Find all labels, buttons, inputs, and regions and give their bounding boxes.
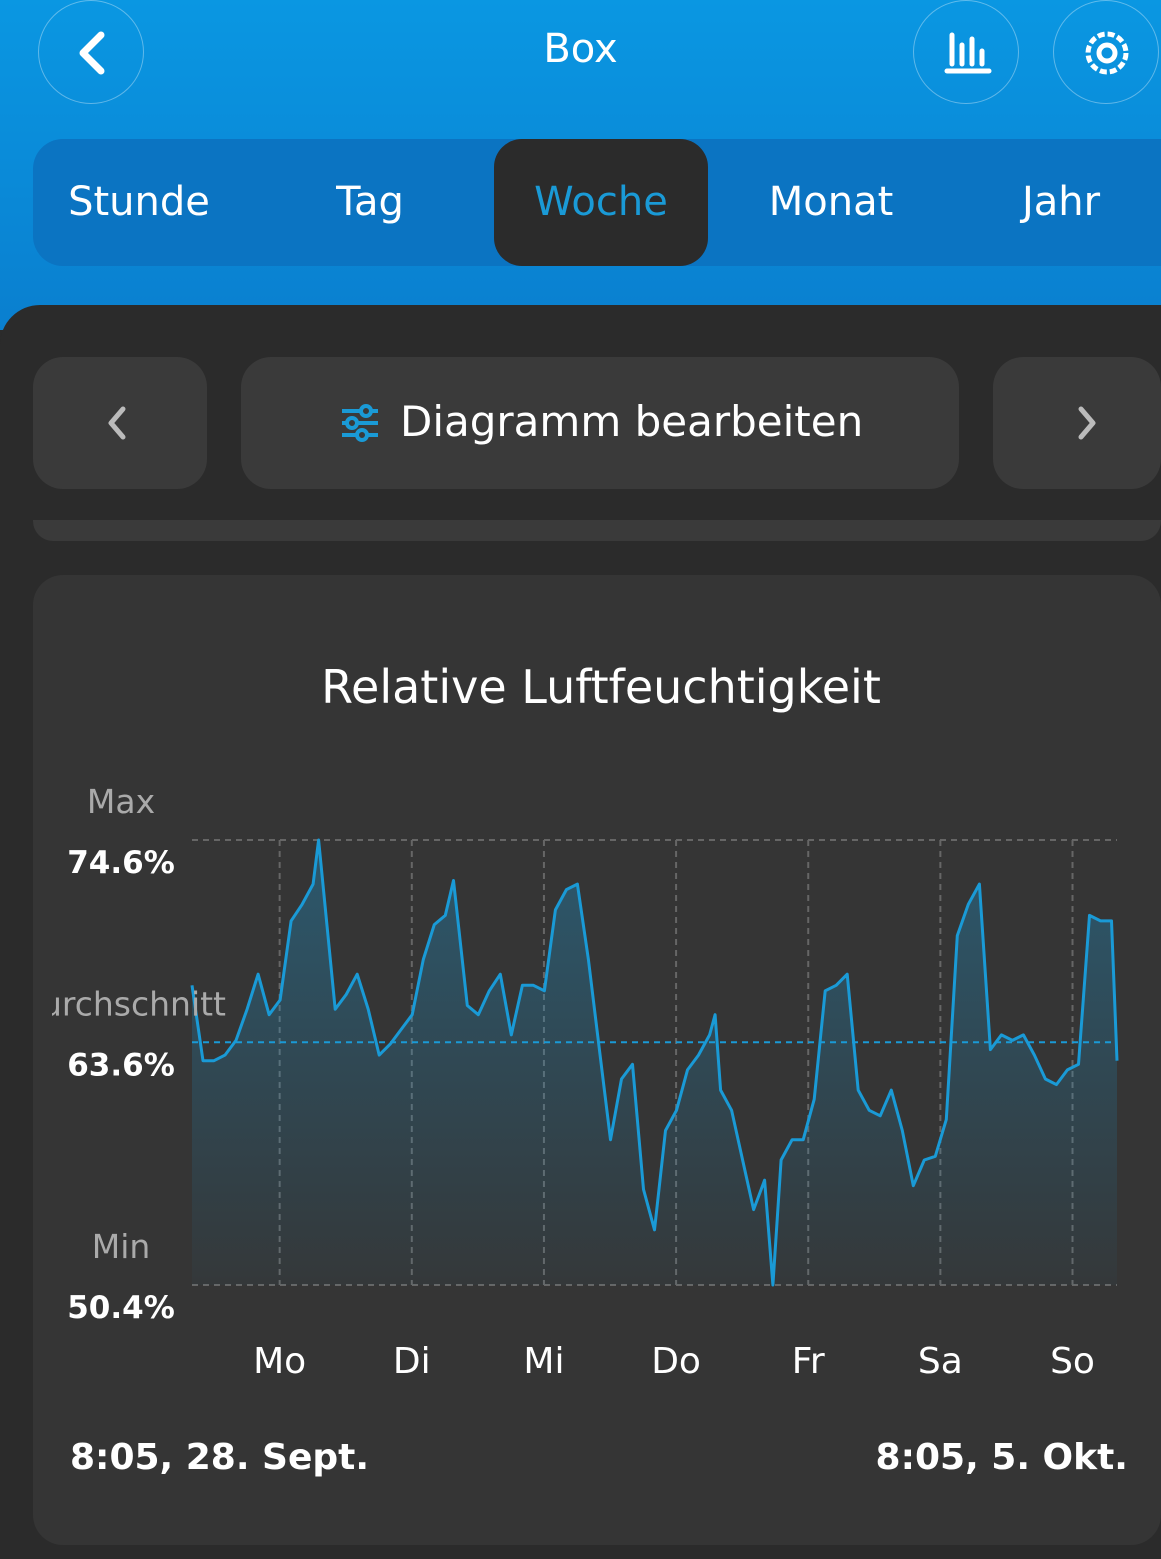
next-icon [1078, 406, 1096, 440]
next-button[interactable] [993, 357, 1161, 489]
y-tick-name: Min [92, 1227, 151, 1266]
y-tick-label: 74.6% [67, 845, 175, 881]
x-tick-label: Fr [792, 1341, 825, 1382]
period-tab[interactable]: Woche [494, 139, 708, 266]
chart-title: Relative Luftfeuchtigkeit [321, 660, 881, 714]
x-tick-label: Sa [918, 1341, 963, 1382]
settings-button[interactable] [1053, 0, 1159, 104]
period-tab[interactable]: Stunde [68, 179, 210, 225]
y-tick-label: 50.4% [67, 1290, 175, 1326]
edit-chart-button[interactable] [241, 357, 959, 489]
y-tick-name: Max [87, 782, 155, 821]
x-tick-label: Do [651, 1341, 701, 1382]
stats-icon [944, 32, 992, 74]
settings-icon [1085, 31, 1129, 75]
line [190, 838, 1119, 1287]
prev-button[interactable] [33, 357, 207, 489]
stats-button[interactable] [913, 0, 1019, 104]
y-labels: Max 74.6% Durchschnitt 63.6% Min 50.4% [16, 782, 227, 1326]
x-tick-label: So [1050, 1341, 1095, 1382]
x-tick-label: Mo [253, 1341, 306, 1382]
x-tick-label: Mi [523, 1341, 564, 1382]
prev-icon [108, 406, 126, 440]
back-button[interactable] [38, 0, 144, 104]
y-tick-name: Durchschnitt [16, 984, 227, 1023]
period-tab[interactable]: Monat [768, 179, 894, 225]
period-tab[interactable]: Jahr [1021, 179, 1101, 225]
header: Box Stunde Tag Woche Monat Jahr [0, 0, 1161, 330]
end-time: 8:05, 5. Okt. [876, 1437, 1128, 1478]
screen-title: Box [543, 26, 618, 72]
edit-chart-label: Diagramm bearbeiten [400, 397, 864, 446]
card-edge [33, 520, 1161, 541]
y-tick-label: 63.6% [67, 1047, 175, 1083]
back-icon [79, 31, 105, 75]
start-time: 8:05, 28. Sept. [70, 1437, 369, 1478]
area [192, 840, 1117, 1285]
x-tick-label: Di [393, 1341, 431, 1382]
period-tabs: Stunde Tag Woche Monat Jahr [33, 139, 1161, 266]
sliders-icon [342, 404, 378, 442]
period-tab[interactable]: Tag [336, 179, 404, 225]
